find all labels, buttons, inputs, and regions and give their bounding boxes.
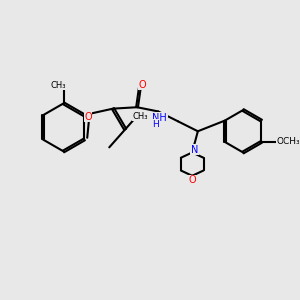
Text: O: O (84, 112, 92, 122)
Text: H: H (152, 120, 159, 129)
Text: N: N (191, 145, 198, 154)
Text: CH₃: CH₃ (50, 81, 66, 90)
Text: NH: NH (152, 113, 167, 123)
Text: CH₃: CH₃ (132, 112, 148, 121)
Text: O: O (188, 175, 196, 185)
Text: O: O (139, 80, 146, 90)
Text: OCH₃: OCH₃ (277, 137, 300, 146)
Text: N: N (191, 145, 198, 154)
